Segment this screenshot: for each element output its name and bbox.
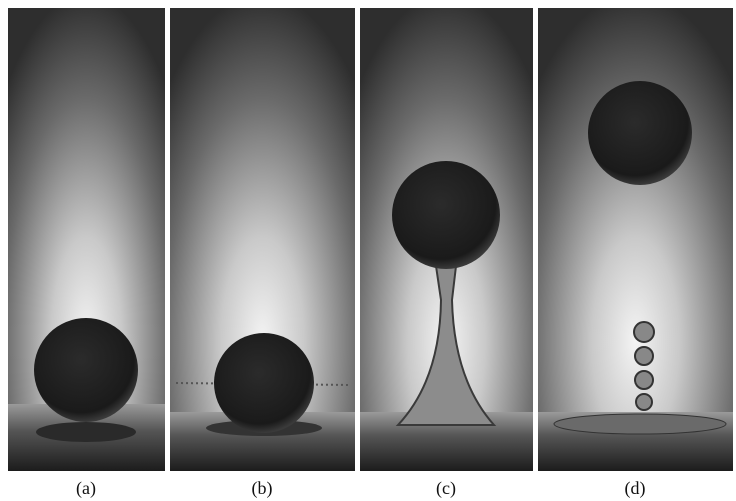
droplet xyxy=(634,322,654,342)
droplet xyxy=(635,347,653,365)
panel-label: (d) xyxy=(625,478,646,499)
figure: (a) (b) (c) (d) xyxy=(0,0,736,501)
panel-c xyxy=(360,8,533,471)
panel-d xyxy=(538,8,733,471)
sphere xyxy=(392,161,500,269)
sphere xyxy=(34,318,138,422)
droplet xyxy=(635,371,653,389)
mound xyxy=(36,422,136,442)
panel-label: (a) xyxy=(76,478,96,499)
panel-b xyxy=(170,8,355,471)
panel-label: (b) xyxy=(252,478,273,499)
sphere xyxy=(588,81,692,185)
droplet xyxy=(636,394,652,410)
pool xyxy=(554,414,726,434)
page: {"panels": [{"label": "(a)"}, {"label": … xyxy=(0,0,736,501)
panel-label: (c) xyxy=(436,478,456,499)
panel-a xyxy=(8,8,165,471)
sphere xyxy=(214,333,314,433)
